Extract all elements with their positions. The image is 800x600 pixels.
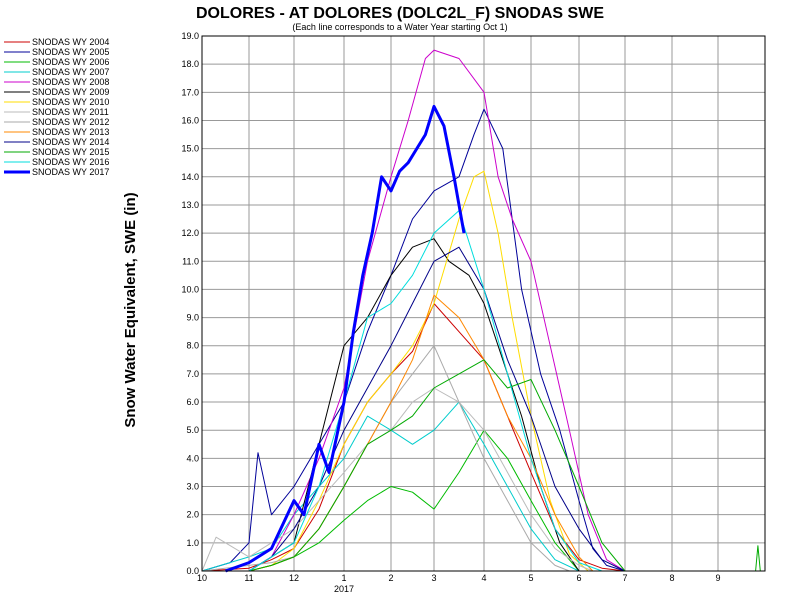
chart-subtitle: (Each line corresponds to a Water Year s… (292, 22, 507, 32)
series-line-9 (202, 294, 594, 572)
y-tick-label: 1.0 (186, 538, 199, 548)
x-tick-labels: 10 11 12 1 2 3 4 5 6 7 8 9 (197, 573, 721, 583)
y-tick-label: 14.0 (181, 172, 199, 182)
legend-label: SNODAS WY 2009 (32, 87, 109, 97)
series-line-12 (202, 210, 603, 572)
y-tick-label: 15.0 (181, 144, 199, 154)
y-axis-label: Snow Water Equivalent, SWE (in) (122, 192, 139, 427)
series-line-3 (201, 401, 580, 572)
x-tick-label: 10 (197, 573, 207, 583)
series-line-13 (224, 104, 466, 573)
legend-label: SNODAS WY 2006 (32, 57, 109, 67)
x-tick-label: 12 (289, 573, 299, 583)
y-tick-label: 11.0 (182, 256, 199, 266)
y-tick-label: 13.0 (181, 200, 199, 210)
y-tick-label: 17.0 (181, 87, 199, 97)
y-tick-label: 10.0 (181, 284, 199, 294)
x-tick-label: 5 (528, 573, 533, 583)
y-tick-label: 3.0 (186, 482, 199, 492)
series-line-10 (202, 246, 626, 572)
year-label: 2017 (334, 584, 354, 594)
x-tick-label: 4 (481, 573, 486, 583)
y-tick-label: 16.0 (181, 115, 199, 125)
series-line-4 (202, 49, 626, 572)
y-tick-label: 5.0 (186, 425, 199, 435)
y-tick-label: 12.0 (181, 228, 199, 238)
legend-label: SNODAS WY 2008 (32, 77, 109, 87)
series-line-6 (202, 170, 589, 572)
legend-label: SNODAS WY 2005 (32, 47, 109, 57)
x-tick-label: 2 (388, 573, 393, 583)
y-tick-label: 18.0 (181, 59, 199, 69)
plot-frame (201, 35, 766, 572)
y-tick-label: 7.0 (186, 369, 199, 379)
x-tick-label: 8 (669, 573, 674, 583)
series-line-7 (201, 387, 593, 572)
legend-label: SNODAS WY 2012 (32, 117, 109, 127)
x-tick-label: 3 (431, 573, 436, 583)
legend-label: SNODAS WY 2011 (32, 107, 109, 117)
legend-label: SNODAS WY 2017 (32, 167, 109, 177)
legend-label: SNODAS WY 2014 (32, 137, 109, 147)
series-group (201, 49, 761, 573)
legend-label: SNODAS WY 2004 (32, 37, 109, 47)
series-line-11 (202, 359, 761, 572)
y-tick-label: 4.0 (186, 453, 199, 463)
legend-label: SNODAS WY 2010 (32, 97, 109, 107)
y-tick-label: 6.0 (186, 397, 199, 407)
x-tick-label: 1 (341, 573, 346, 583)
x-tick-label: 11 (244, 573, 253, 583)
y-tick-label: 8.0 (186, 341, 199, 351)
legend-label: SNODAS WY 2016 (32, 157, 109, 167)
series-line-8 (201, 345, 570, 572)
chart-title: DOLORES - AT DOLORES (DOLC2L_F) SNODAS S… (196, 5, 604, 22)
y-tick-label: 19.0 (181, 31, 199, 41)
legend-label: SNODAS WY 2007 (32, 67, 109, 77)
y-tick-label: 9.0 (186, 313, 199, 323)
y-tick-labels: 0.0 1.0 2.0 3.0 4.0 5.0 6.0 7.0 8.0 9.0 10.0 11.0 12… (181, 31, 199, 576)
y-tick-label: 0.0 (186, 566, 199, 576)
x-tick-label: 6 (576, 573, 581, 583)
legend-label: SNODAS WY 2015 (32, 147, 109, 157)
series-line-1 (201, 108, 626, 572)
y-tick-label: 2.0 (186, 510, 199, 520)
x-tick-label: 9 (715, 573, 720, 583)
legend-label: SNODAS WY 2013 (32, 127, 109, 137)
x-tick-label: 7 (622, 573, 627, 583)
